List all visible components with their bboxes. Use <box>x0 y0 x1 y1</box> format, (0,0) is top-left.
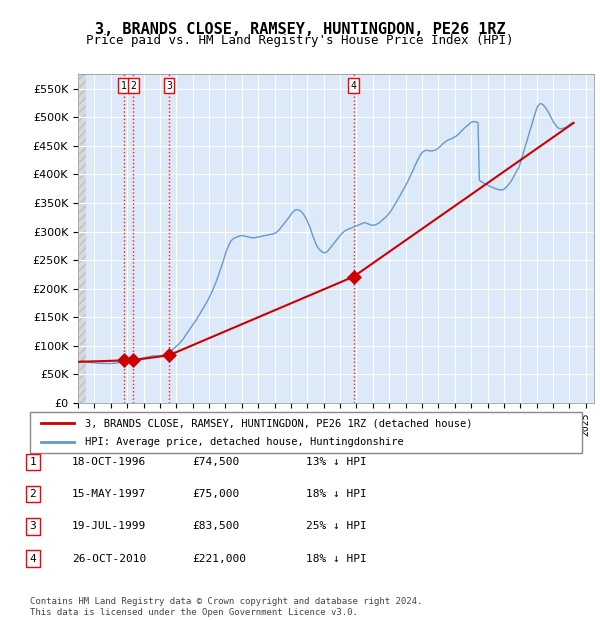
Text: 1: 1 <box>121 81 127 91</box>
Text: 4: 4 <box>350 81 356 91</box>
Text: 1: 1 <box>29 457 37 467</box>
Text: 25% ↓ HPI: 25% ↓ HPI <box>306 521 367 531</box>
Text: 3: 3 <box>166 81 172 91</box>
FancyBboxPatch shape <box>30 412 582 453</box>
Text: 19-JUL-1999: 19-JUL-1999 <box>72 521 146 531</box>
Text: 18% ↓ HPI: 18% ↓ HPI <box>306 489 367 499</box>
Text: 3, BRANDS CLOSE, RAMSEY, HUNTINGDON, PE26 1RZ (detached house): 3, BRANDS CLOSE, RAMSEY, HUNTINGDON, PE2… <box>85 418 473 428</box>
Text: 3, BRANDS CLOSE, RAMSEY, HUNTINGDON, PE26 1RZ: 3, BRANDS CLOSE, RAMSEY, HUNTINGDON, PE2… <box>95 22 505 37</box>
Text: 4: 4 <box>29 554 37 564</box>
Text: 2: 2 <box>29 489 37 499</box>
Text: £75,000: £75,000 <box>192 489 239 499</box>
Text: £221,000: £221,000 <box>192 554 246 564</box>
Text: £74,500: £74,500 <box>192 457 239 467</box>
Text: 18% ↓ HPI: 18% ↓ HPI <box>306 554 367 564</box>
Text: 18-OCT-1996: 18-OCT-1996 <box>72 457 146 467</box>
Text: 3: 3 <box>29 521 37 531</box>
Text: Price paid vs. HM Land Registry's House Price Index (HPI): Price paid vs. HM Land Registry's House … <box>86 34 514 47</box>
Text: Contains HM Land Registry data © Crown copyright and database right 2024.
This d: Contains HM Land Registry data © Crown c… <box>30 598 422 617</box>
Text: 13% ↓ HPI: 13% ↓ HPI <box>306 457 367 467</box>
Text: 26-OCT-2010: 26-OCT-2010 <box>72 554 146 564</box>
Text: 2: 2 <box>130 81 136 91</box>
Text: 15-MAY-1997: 15-MAY-1997 <box>72 489 146 499</box>
Text: £83,500: £83,500 <box>192 521 239 531</box>
Text: HPI: Average price, detached house, Huntingdonshire: HPI: Average price, detached house, Hunt… <box>85 436 404 447</box>
